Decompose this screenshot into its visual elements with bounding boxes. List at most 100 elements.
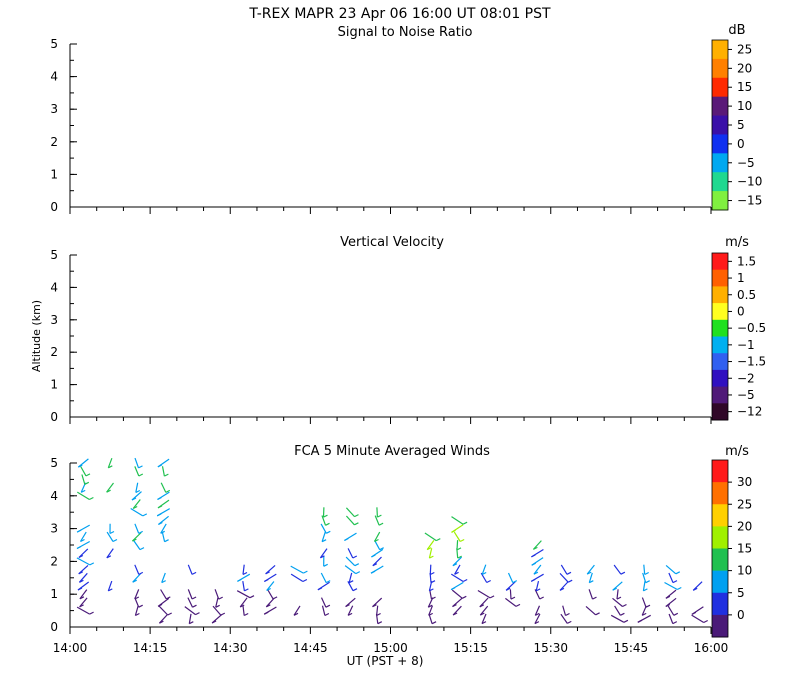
heatmap-cell [431,310,436,315]
heatmap-cell [155,393,161,398]
heatmap-cell [151,117,157,122]
heatmap-cell [640,121,645,126]
heatmap-cell [498,323,503,328]
heatmap-cell [574,169,579,174]
heatmap-cell [302,143,308,148]
heatmap-cell [239,336,245,341]
heatmap-cell [151,139,157,144]
heatmap-cell [107,276,113,281]
heatmap-cell [346,375,352,380]
heatmap-cell [450,191,455,196]
heatmap-cell [366,388,372,393]
heatmap-cell [479,165,484,170]
heatmap-cell [97,135,103,140]
heatmap-cell [302,371,308,376]
heatmap-cell [107,152,113,157]
heatmap-cell [366,117,372,122]
heatmap-cell [180,113,186,118]
heatmap-cell [441,187,446,192]
heatmap-cell [498,161,503,166]
heatmap-cell [102,108,108,113]
heatmap-cell [607,152,612,157]
heatmap-cell [654,178,659,183]
heatmap-cell [268,380,274,385]
heatmap-cell [446,388,451,393]
heatmap-cell [293,65,299,70]
heatmap-cell [214,380,220,385]
heatmap-cell [253,148,259,153]
heatmap-cell [307,69,313,74]
heatmap-cell [337,271,343,276]
heatmap-cell [234,117,240,122]
heatmap-cell [460,371,465,376]
heatmap-cell [209,69,215,74]
heatmap-cell [493,367,498,372]
heatmap-cell [244,139,250,144]
heatmap-cell [351,284,357,289]
heatmap-cell [588,121,593,126]
heatmap-cell [361,148,367,153]
heatmap-cell [356,60,362,65]
heatmap-cell [427,152,432,157]
heatmap-cell [361,289,367,294]
heatmap-cell [540,354,545,359]
heatmap-cell [635,169,640,174]
heatmap-cell [263,397,269,402]
heatmap-cell [204,397,210,402]
heatmap-cell [278,69,284,74]
heatmap-cell [484,349,489,354]
heatmap-cell [536,397,541,402]
heatmap-cell [559,388,564,393]
heatmap-cell [366,165,372,170]
heatmap-cell [175,267,181,272]
heatmap-cell [116,297,122,302]
heatmap-cell [244,104,250,109]
heatmap-cell [151,174,157,179]
heatmap-cell [107,358,113,363]
heatmap-cell [322,393,328,398]
heatmap-cell [376,371,382,376]
heatmap-cell [107,289,113,294]
heatmap-cell [441,95,446,100]
heatmap-cell [307,191,313,196]
heatmap-cell [131,388,137,393]
heatmap-cell [111,367,117,372]
heatmap-cell [278,121,284,126]
heatmap-cell [337,100,343,105]
heatmap-cell [185,315,191,320]
heatmap-cell [185,345,191,350]
heatmap-cell [200,393,206,398]
heatmap-cell [417,341,422,346]
heatmap-cell [155,362,161,367]
heatmap-cell [170,358,176,363]
heatmap-cell [224,178,230,183]
heatmap-cell [583,169,588,174]
heatmap-cell [273,187,279,192]
heatmap-cell [116,375,122,380]
heatmap-cell [136,169,142,174]
heatmap-cell [126,156,132,161]
heatmap-cell [488,371,493,376]
heatmap-cell [268,161,274,166]
heatmap-cell [692,169,697,174]
heatmap-cell [97,375,103,380]
heatmap-cell [342,284,348,289]
heatmap-cell [597,174,602,179]
heatmap-cell [214,117,220,122]
heatmap-cell [239,161,245,166]
heatmap-cell [356,161,362,166]
heatmap-cell [602,187,607,192]
heatmap-cell [664,126,669,131]
heatmap-cell [283,367,289,372]
heatmap-cell [107,354,113,359]
heatmap-cell [111,336,117,341]
heatmap-cell [455,345,460,350]
heatmap-cell [351,345,357,350]
heatmap-cell [214,143,220,148]
heatmap-cell [578,178,583,183]
heatmap-cell [332,126,338,131]
heatmap-cell [376,156,382,161]
heatmap-cell [322,367,328,372]
heatmap-cell [356,78,362,83]
heatmap-cell [180,319,186,324]
